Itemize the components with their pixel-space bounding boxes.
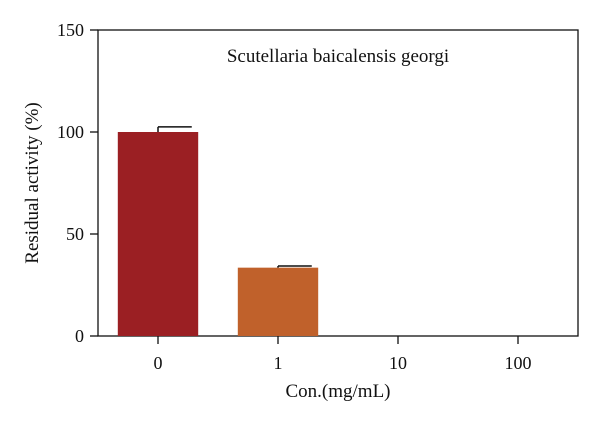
bar-0 [117, 132, 199, 336]
y-axis-label: Residual activity (%) [22, 102, 43, 263]
x-tick-label: 100 [505, 353, 532, 373]
y-axis: 0 50 100 150 [57, 20, 98, 346]
y-tick-label: 150 [57, 20, 84, 40]
x-tick-label: 0 [154, 353, 163, 373]
x-tick-label: 1 [274, 353, 283, 373]
plot-frame [97, 29, 579, 337]
x-axis-label: Con.(mg/mL) [285, 381, 390, 402]
error-bars [157, 126, 312, 268]
y-tick-label: 50 [66, 224, 84, 244]
y-tick-label: 0 [75, 326, 84, 346]
bars [117, 132, 319, 336]
chart-annotation: Scutellaria baicalensis georgi [227, 46, 449, 67]
x-axis: 0 1 10 100 [154, 336, 532, 373]
bar-1 [237, 267, 319, 336]
x-tick-label: 10 [389, 353, 407, 373]
y-tick-label: 100 [57, 122, 84, 142]
